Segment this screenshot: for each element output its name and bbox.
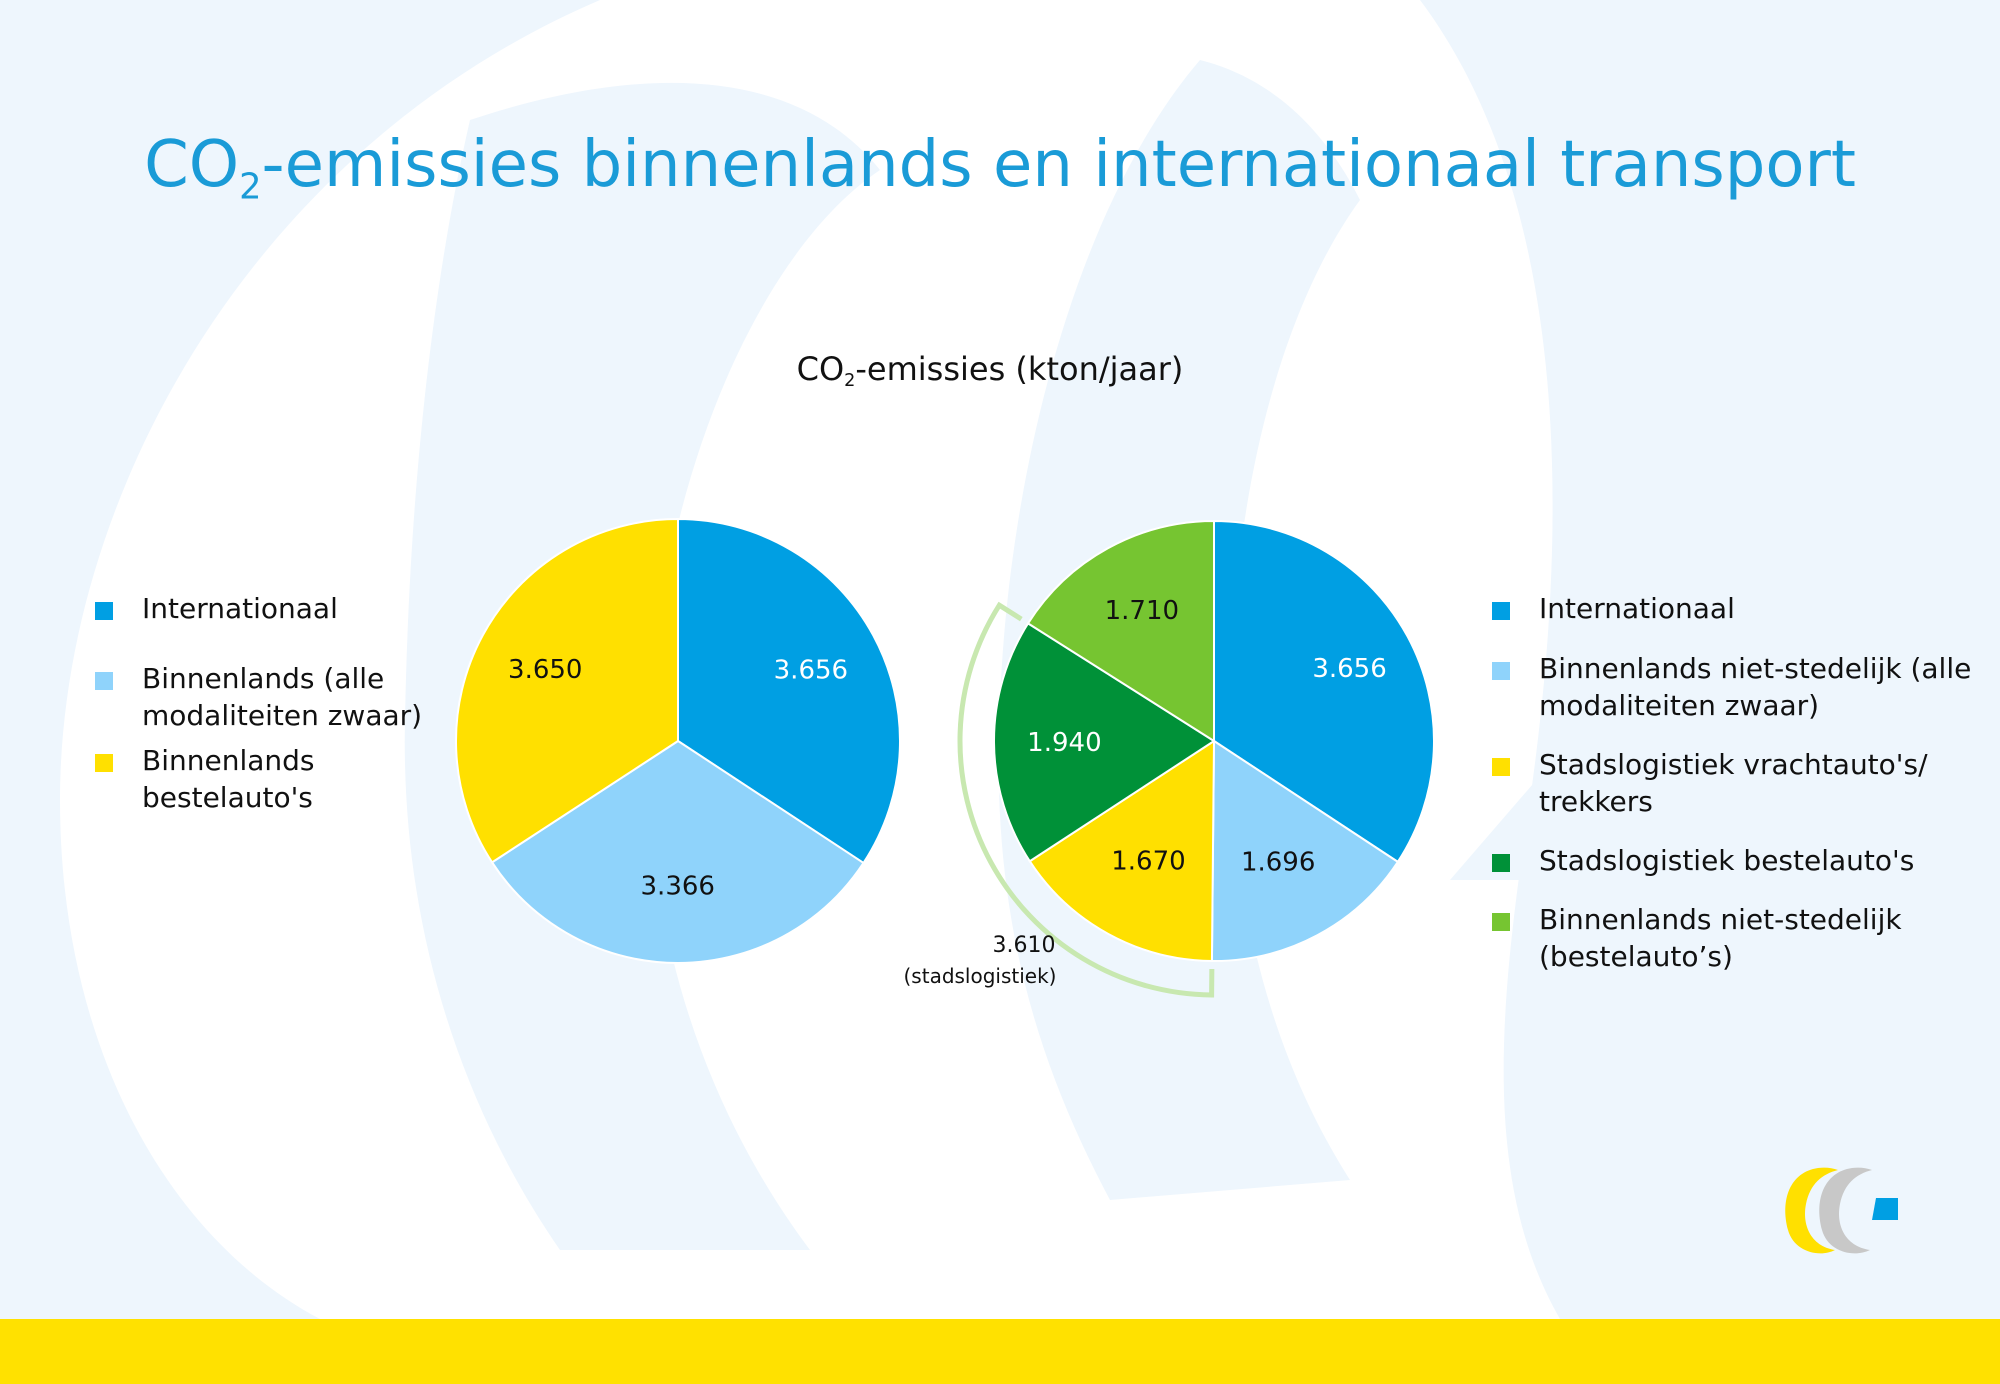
- legend-label: Internationaal: [142, 592, 338, 625]
- legend-swatch: [1492, 602, 1510, 620]
- pie-slice: [1210, 739, 1400, 962]
- slide-title: CO2-emissies binnenlands en internationa…: [144, 128, 1856, 208]
- legend-label: Stadslogistiek vrachtauto's/ trekkers: [1539, 748, 1928, 818]
- pie-slice: [993, 622, 1216, 863]
- legend-label: Binnenlands niet-stedelijk (bestelauto’s…: [1539, 903, 1902, 973]
- data-label: 3.650: [508, 655, 582, 685]
- pie-chart-1: 3.656 3.366 3.650: [455, 517, 901, 964]
- legend-swatch: [95, 672, 113, 690]
- bottom-band: [0, 1319, 2000, 1384]
- data-label: 1.696: [1241, 847, 1315, 877]
- pie-slice: [455, 517, 679, 864]
- legend-swatch: [95, 754, 113, 772]
- chart-subtitle: CO2-emissies (kton/jaar): [796, 350, 1184, 392]
- legend-label: Internationaal: [1539, 592, 1735, 625]
- pie-slice: [490, 739, 865, 964]
- annotation-text: (stadslogistiek): [904, 964, 1057, 988]
- legend-swatch: [1492, 913, 1510, 931]
- legend-label: Stadslogistiek bestelauto's: [1539, 844, 1915, 877]
- annotation-value: 3.610: [993, 933, 1056, 958]
- legend-item: Stadslogistiek bestelauto's: [1492, 842, 1972, 879]
- legend-label: Binnenlands (alle modaliteiten zwaar): [142, 662, 423, 732]
- pie-slice: [1026, 519, 1215, 743]
- legend-swatch: [1492, 854, 1510, 872]
- pie-chart-2: 3.656 1.696 1.670 1.940 1.710: [993, 519, 1435, 962]
- legend-item: Binnenlands niet-stedelijk (alle modalit…: [1492, 650, 1972, 724]
- group-bracket: [957, 601, 1215, 998]
- legend-swatch: [1492, 662, 1510, 680]
- data-label: 3.656: [1312, 654, 1386, 684]
- legend-swatch: [95, 602, 113, 620]
- data-label: 1.940: [1027, 728, 1101, 758]
- legend-item: Binnenlands bestelauto's: [95, 742, 445, 816]
- legend-right: Internationaal Binnenlands niet-stedelijk…: [1492, 590, 1972, 975]
- legend-swatch: [1492, 758, 1510, 776]
- legend-label: Binnenlands niet-stedelijk (alle modalit…: [1539, 652, 1972, 722]
- legend-item: Stadslogistiek vrachtauto's/ trekkers: [1492, 746, 1972, 820]
- pie-slice: [1028, 739, 1216, 962]
- legend-item: Binnenlands niet-stedelijk (bestelauto’s…: [1492, 901, 1972, 975]
- legend-label: Binnenlands bestelauto's: [142, 744, 315, 814]
- legend-item: Internationaal: [1492, 590, 1972, 627]
- legend-item: Binnenlands (alle modaliteiten zwaar): [95, 660, 445, 734]
- legend-left: Internationaal Binnenlands (alle modalite…: [95, 590, 445, 816]
- data-label: 1.710: [1105, 596, 1179, 626]
- legend-item: Internationaal: [95, 590, 445, 627]
- data-label: 1.670: [1111, 847, 1185, 877]
- logo-icon: [1785, 1167, 1898, 1254]
- data-label: 3.366: [641, 871, 715, 901]
- data-label: 3.656: [774, 655, 848, 685]
